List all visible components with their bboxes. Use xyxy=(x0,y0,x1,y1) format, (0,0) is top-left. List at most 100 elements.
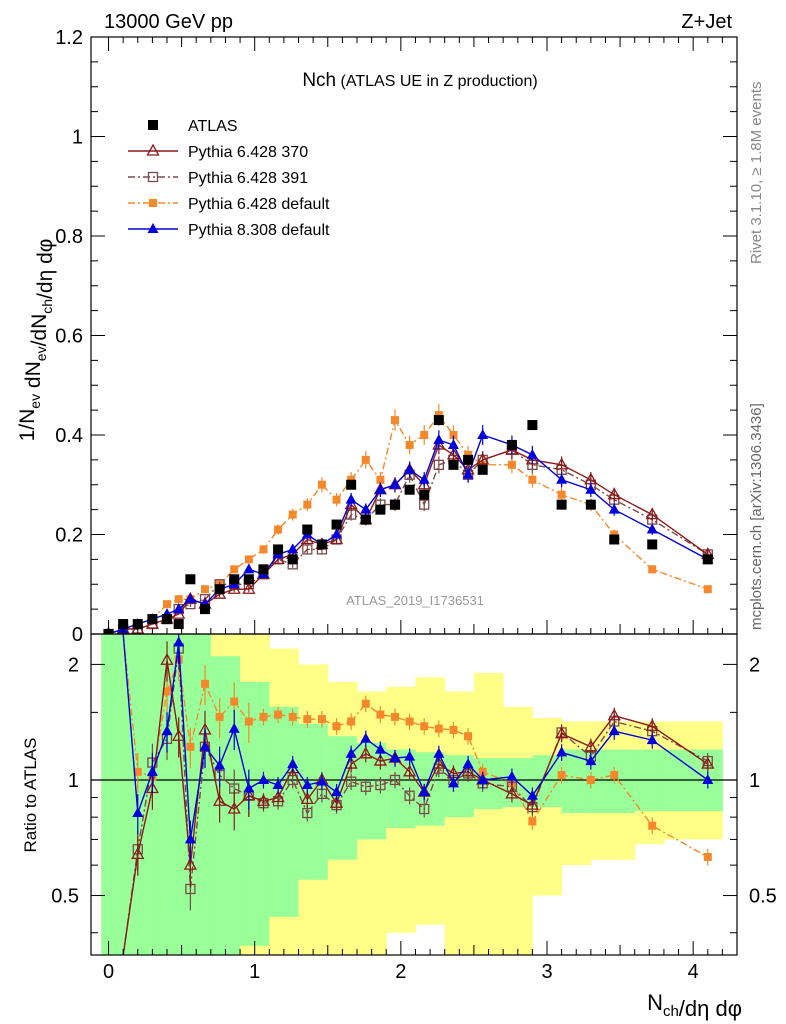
data-point xyxy=(173,619,184,630)
ratio-y-tick-label: 2 xyxy=(68,654,79,676)
side-text-bottom: mcplots.cern.ch [arXiv:1306.3436] xyxy=(748,403,765,630)
data-point xyxy=(317,480,326,489)
data-point xyxy=(174,595,183,604)
data-point xyxy=(419,489,430,500)
ratio-point xyxy=(433,747,445,758)
ratio-point xyxy=(183,857,197,870)
data-point xyxy=(242,581,256,594)
ratio-point xyxy=(375,779,386,791)
ratio-point xyxy=(646,734,658,745)
ratio-y-tick-label-right: 2 xyxy=(749,654,760,676)
data-point xyxy=(200,604,210,615)
data-point xyxy=(332,495,341,504)
x-label-part: /dη dφ xyxy=(679,996,742,1021)
series-line-p8def xyxy=(108,434,709,634)
data-point xyxy=(132,619,143,630)
data-point xyxy=(404,463,416,474)
data-point xyxy=(243,563,255,574)
ratio-band-inner-bin xyxy=(298,723,329,880)
y-label-part: dN xyxy=(22,361,45,394)
data-point xyxy=(449,431,458,439)
legend-label: Pythia 8.308 default xyxy=(188,222,330,239)
ratio-point xyxy=(257,773,269,784)
legend-entry-p8def: Pythia 8.308 default xyxy=(128,222,330,239)
ratio-point xyxy=(556,746,568,757)
data-point xyxy=(647,539,658,550)
x-axis-label: Nch/dη dφ xyxy=(647,990,742,1021)
ratio-point xyxy=(404,790,415,801)
ratio-y-tick-label-right: 1 xyxy=(749,770,760,792)
legend-marker xyxy=(147,223,159,233)
ratio-band-inner-bin xyxy=(415,752,446,826)
ratio-point xyxy=(199,740,211,751)
data-point xyxy=(243,574,254,585)
main-y-tick-label: 0.8 xyxy=(55,226,83,248)
data-point xyxy=(230,565,239,574)
y-label-subscript: ch xyxy=(39,299,55,314)
series-line-p391 xyxy=(108,449,709,634)
plot-title-main: Nch xyxy=(302,70,336,91)
data-point xyxy=(419,499,430,510)
ratio-band-outer-bin xyxy=(503,706,533,955)
data-point xyxy=(302,524,313,535)
ratio-point xyxy=(201,679,209,688)
y-axis-label-ratio: Ratio to ATLAS xyxy=(21,738,40,853)
data-point xyxy=(447,438,459,449)
data-point xyxy=(556,499,567,510)
data-point xyxy=(506,439,517,450)
ratio-point xyxy=(227,801,241,814)
data-point xyxy=(446,447,461,460)
data-point xyxy=(405,440,414,449)
data-point xyxy=(287,554,298,565)
ratio-point xyxy=(316,775,328,786)
ratio-point xyxy=(243,782,255,793)
data-point xyxy=(118,619,129,630)
ratio-point xyxy=(184,833,196,844)
ratio-band-outer-bin xyxy=(444,691,475,955)
data-point xyxy=(390,499,400,510)
side-text-top: Rivet 3.1.10, ≥ 1.8M events xyxy=(748,82,765,265)
ratio-point xyxy=(555,726,569,739)
data-point xyxy=(229,574,240,585)
data-point xyxy=(585,499,596,510)
data-point xyxy=(360,503,372,514)
ratio-band-inner-bin xyxy=(269,706,300,917)
data-point xyxy=(331,519,342,530)
ratio-x-tick-label: 4 xyxy=(688,961,699,983)
data-point xyxy=(420,431,429,439)
ratio-point xyxy=(528,817,537,826)
ratio-point xyxy=(272,779,284,790)
data-point xyxy=(585,483,597,494)
data-point xyxy=(346,479,357,490)
ratio-point xyxy=(648,821,657,830)
ratio-point xyxy=(303,715,312,724)
ratio-point xyxy=(288,712,297,721)
legend-marker xyxy=(148,120,158,130)
ratio-plot-area xyxy=(91,634,737,955)
y-label-part: /dN xyxy=(28,314,51,347)
data-point xyxy=(376,475,385,484)
data-point xyxy=(448,459,459,470)
data-point xyxy=(608,503,620,514)
plot-title: Nch (ATLAS UE in Z production) xyxy=(302,70,537,91)
header-left: 13000 GeV pp xyxy=(104,11,233,33)
ratio-point xyxy=(608,725,620,736)
main-y-tick-label: 1.2 xyxy=(55,27,83,49)
y-label-subscript: ev xyxy=(27,394,43,409)
watermark: ATLAS_2019_I1736531 xyxy=(346,593,484,608)
data-point xyxy=(287,543,299,554)
data-point xyxy=(703,585,712,594)
ratio-point xyxy=(505,786,519,799)
ratio-point xyxy=(585,755,597,766)
ratio-point xyxy=(461,764,475,777)
ratio-point xyxy=(449,725,458,734)
ratio-y-tick-label: 1 xyxy=(68,770,79,792)
legend: ATLAS Pythia 6.428 370 Pythia 6.428 391 Pyt… xyxy=(128,118,330,239)
ratio-point xyxy=(389,774,401,786)
ratio-point xyxy=(133,767,142,776)
data-point xyxy=(477,429,489,439)
data-point xyxy=(361,455,370,464)
ratio-point xyxy=(610,771,619,780)
ratio-point xyxy=(526,789,538,800)
ratio-point xyxy=(329,795,344,808)
